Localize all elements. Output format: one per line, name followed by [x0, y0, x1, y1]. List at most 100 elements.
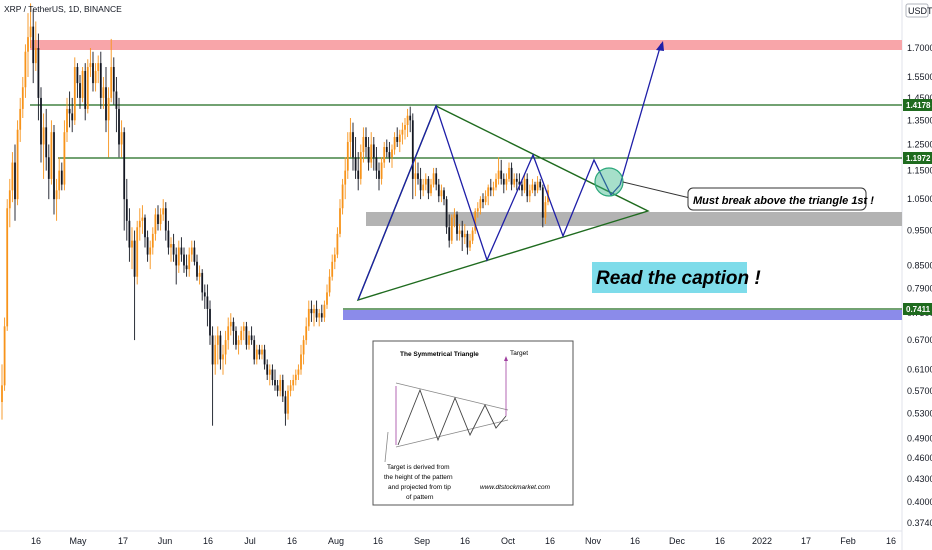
candle-body	[513, 178, 516, 185]
candle-body	[131, 240, 133, 248]
candle-body	[71, 113, 74, 121]
candle	[16, 120, 19, 206]
candle-body	[232, 321, 235, 331]
candle-body	[307, 308, 310, 327]
candle-body	[354, 157, 357, 171]
candle	[461, 220, 464, 252]
candle	[536, 176, 539, 194]
candle	[11, 152, 14, 203]
candle	[539, 178, 542, 191]
candle-body	[149, 247, 152, 255]
currency-badge[interactable]	[905, 3, 929, 18]
candle	[107, 87, 110, 158]
candle	[21, 76, 24, 119]
candle-body	[482, 199, 484, 203]
candle	[133, 230, 136, 341]
candle	[341, 178, 344, 215]
candle	[305, 317, 308, 345]
candle-body	[302, 340, 305, 355]
candle	[453, 208, 456, 228]
candle	[417, 162, 419, 185]
candle	[320, 304, 323, 322]
candle	[193, 240, 196, 266]
candle-body	[248, 335, 250, 345]
candle	[445, 196, 448, 234]
candle-body	[471, 230, 474, 241]
candle	[45, 108, 48, 171]
time-tick-label: Sep	[414, 536, 430, 546]
candle	[40, 87, 42, 163]
candle-body	[528, 190, 531, 197]
candle	[76, 63, 79, 98]
candle	[450, 214, 453, 245]
candle	[315, 300, 318, 322]
candle	[484, 190, 487, 206]
time-tick-label: Feb	[840, 536, 856, 546]
candle	[430, 178, 432, 197]
time-tick-label: 16	[460, 536, 470, 546]
candle-body	[430, 184, 432, 194]
candle	[411, 113, 414, 200]
candle-body	[287, 390, 289, 414]
candle	[73, 57, 76, 126]
candle	[102, 76, 105, 109]
candle-body	[167, 230, 170, 248]
time-tick-label: 17	[801, 536, 811, 546]
candle	[541, 184, 544, 228]
candle-body	[463, 233, 466, 238]
candle-body	[474, 211, 477, 231]
candle	[409, 106, 412, 133]
candle-body	[45, 127, 48, 158]
candle	[422, 178, 425, 197]
candle	[131, 227, 133, 270]
candle	[365, 127, 367, 158]
inset-triangle-upper	[395, 382, 509, 411]
candle-body	[404, 125, 406, 130]
candle	[266, 359, 269, 380]
price-tag-2: 1.1972	[906, 154, 931, 163]
candle	[151, 227, 154, 255]
candle	[401, 122, 404, 145]
candle	[159, 208, 162, 231]
candle-body	[102, 87, 105, 98]
candle	[432, 167, 435, 188]
candle-body	[151, 233, 154, 248]
price-tick-label: 0.4300	[907, 474, 932, 484]
candle	[232, 317, 235, 345]
candle	[479, 196, 482, 215]
candle	[300, 344, 302, 375]
candle-body	[541, 187, 544, 218]
candle-body	[534, 184, 536, 191]
candle-body	[196, 261, 198, 277]
candle-body	[159, 214, 162, 225]
candle-body	[352, 132, 354, 158]
time-tick-label: May	[69, 536, 87, 546]
candle-body	[406, 115, 409, 126]
time-tick-label: 16	[373, 536, 383, 546]
candle-body	[263, 349, 266, 365]
candle-body	[388, 152, 391, 158]
candle-body	[336, 233, 339, 255]
candle-body	[203, 292, 206, 297]
candle	[427, 176, 430, 200]
candle-body	[216, 335, 219, 345]
candle	[534, 181, 536, 197]
time-axis[interactable]: 16 May 17 Jun 16 Jul 16 Aug 16 Sep 16 Oct 16 Nov 16 Dec…	[31, 536, 896, 546]
candle	[331, 254, 334, 281]
candle	[32, 9, 35, 84]
time-tick-label: 17	[118, 536, 128, 546]
candle-body	[84, 70, 87, 109]
candle-body	[58, 170, 61, 191]
candle	[141, 205, 144, 234]
price-axis[interactable]: 1.7000 1.5500 1.4500 1.3500 1.2500 1.1500 1.05…	[907, 43, 932, 528]
candle	[274, 369, 276, 391]
candle	[328, 269, 331, 297]
candle-body	[341, 184, 344, 209]
candle-body	[484, 196, 487, 203]
candle	[235, 326, 237, 350]
candle	[375, 146, 378, 179]
candle-body	[375, 157, 378, 171]
candle	[313, 304, 315, 327]
candle	[448, 214, 451, 248]
